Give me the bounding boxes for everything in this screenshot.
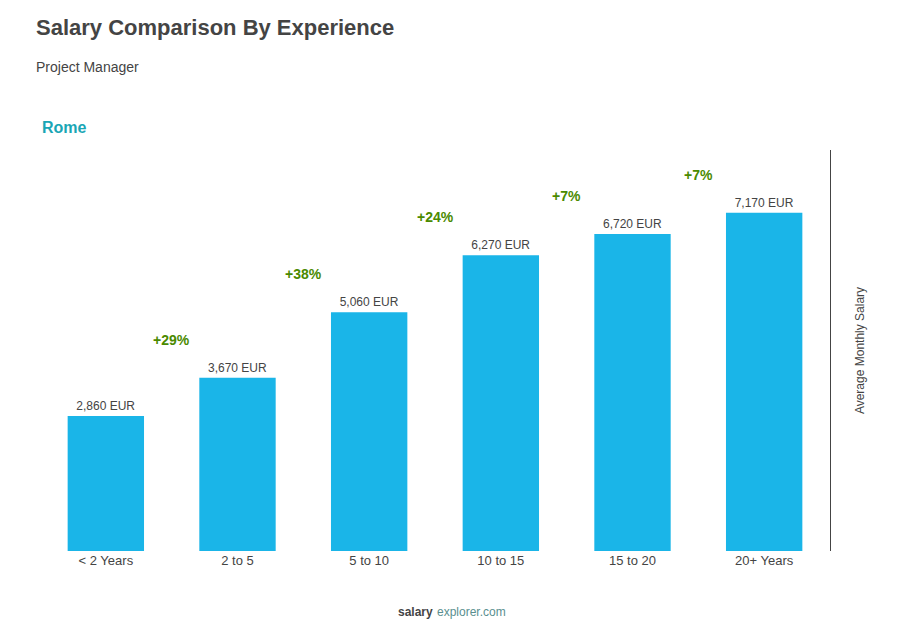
svg-text:7,170 EUR: 7,170 EUR: [735, 196, 794, 210]
svg-text:explorer.com: explorer.com: [437, 605, 506, 619]
svg-text:+24%: +24%: [417, 209, 454, 225]
svg-text:5 to 10: 5 to 10: [349, 553, 389, 568]
svg-text:10 to 15: 10 to 15: [477, 553, 524, 568]
svg-text:2 to 5: 2 to 5: [221, 553, 254, 568]
svg-text:Salary Comparison By Experienc: Salary Comparison By Experience: [36, 15, 394, 40]
svg-text:6,270 EUR: 6,270 EUR: [471, 238, 530, 252]
svg-text:< 2 Years: < 2 Years: [79, 553, 134, 568]
svg-text:5,060 EUR: 5,060 EUR: [340, 295, 399, 309]
svg-text:Average Monthly Salary: Average Monthly Salary: [853, 287, 867, 414]
svg-text:Project Manager: Project Manager: [36, 59, 139, 75]
svg-text:3,670 EUR: 3,670 EUR: [208, 361, 267, 375]
svg-text:+38%: +38%: [285, 266, 322, 282]
svg-text:+7%: +7%: [552, 188, 581, 204]
svg-text:salary: salary: [398, 605, 433, 619]
svg-text:+29%: +29%: [153, 332, 190, 348]
svg-text:+7%: +7%: [684, 167, 713, 183]
svg-text:2,860 EUR: 2,860 EUR: [76, 399, 135, 413]
svg-text:6,720 EUR: 6,720 EUR: [603, 217, 662, 231]
svg-text:20+ Years: 20+ Years: [735, 553, 794, 568]
svg-text:15 to 20: 15 to 20: [609, 553, 656, 568]
svg-text:Rome: Rome: [42, 119, 87, 136]
